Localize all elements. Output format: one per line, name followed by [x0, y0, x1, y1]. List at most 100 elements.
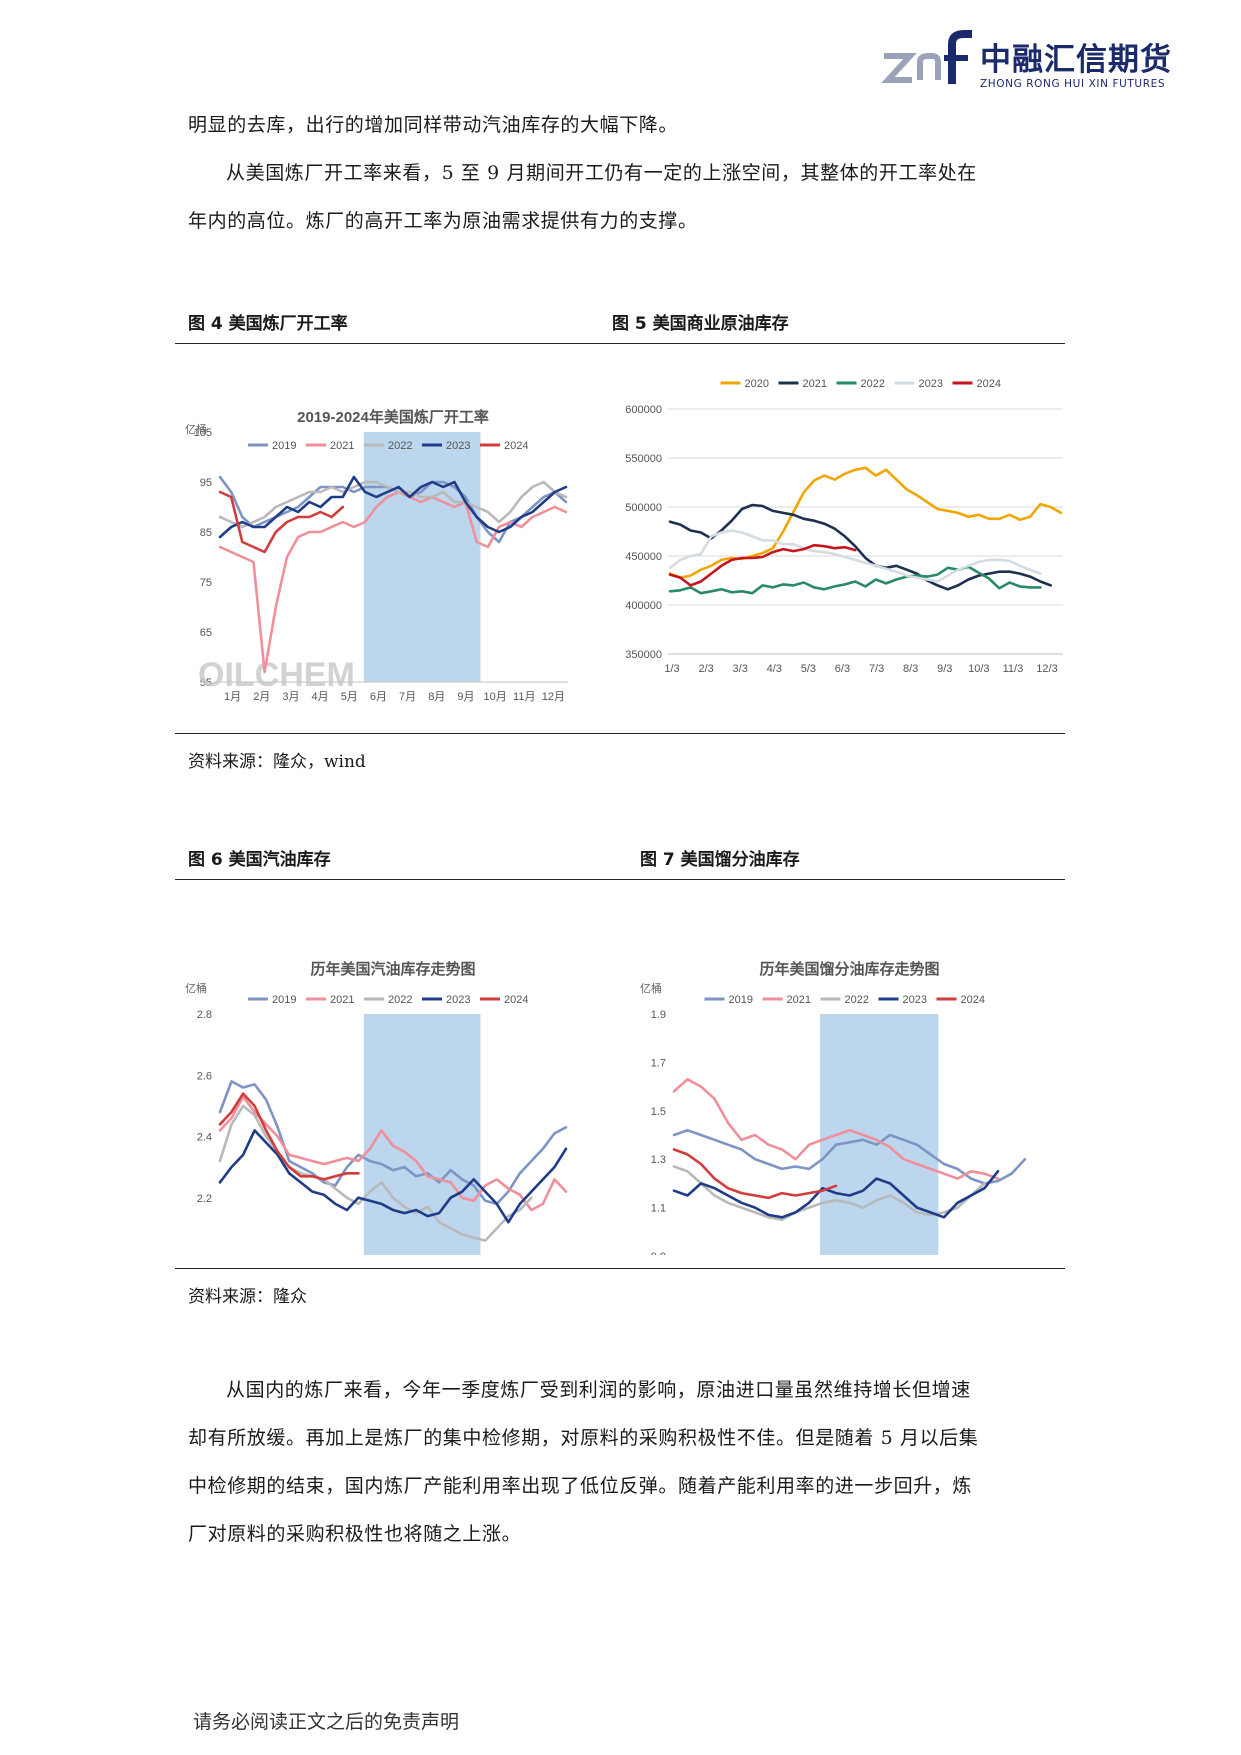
x-tick-label: 12月: [542, 691, 565, 703]
paragraph-1: 明显的去库，出行的增加同样带动汽油库存的大幅下降。: [188, 114, 679, 136]
x-tick-label: 4/3: [767, 663, 782, 675]
paragraph-2-line-1: 从美国炼厂开工率来看，5 至 9 月期间开工仍有一定的上涨空间，其整体的开工率处…: [226, 162, 977, 184]
series-line-2021: [672, 1078, 1000, 1180]
x-tick-label: 8月: [428, 691, 445, 703]
y-tick-label: 2.6: [197, 1070, 212, 1082]
y-tick-label: 105: [194, 427, 212, 439]
company-name-en: ZHONG RONG HUI XIN FUTURES: [980, 78, 1166, 90]
x-tick-label: 12/3: [1036, 663, 1057, 675]
series-line-2021: [218, 490, 568, 674]
legend-label: 2024: [961, 994, 985, 1006]
x-tick-label: 6月: [370, 691, 387, 703]
y-tick-label: 2.4: [197, 1132, 212, 1144]
x-tick-label: 11月: [513, 691, 535, 703]
y-tick-label: 1.5: [651, 1106, 666, 1118]
y-tick-label: 2.2: [197, 1193, 212, 1205]
y-tick-label: 350000: [625, 649, 662, 661]
y-axis-label: 亿桶: [640, 981, 662, 995]
legend-label: 2021: [330, 994, 354, 1006]
legend-label: 2022: [388, 994, 412, 1006]
y-tick-label: 65: [200, 627, 212, 639]
y-tick-label: 1.1: [651, 1203, 666, 1215]
legend-label: 2020: [745, 378, 769, 390]
x-tick-label: 4月: [312, 691, 329, 703]
divider-top-1: [175, 343, 1065, 344]
chart-title: 2019-2024年美国炼厂开工率: [297, 408, 489, 426]
watermark-text: OILCHEM: [198, 656, 355, 694]
x-tick-label: 10/3: [968, 663, 989, 675]
highlight-band: [363, 1014, 481, 1255]
series-line-2022: [218, 1104, 533, 1242]
x-tick-label: 5/3: [801, 663, 816, 675]
y-tick-label: 400000: [625, 600, 662, 612]
legend-label: 2024: [504, 994, 528, 1006]
y-tick-label: 1.9: [651, 1009, 666, 1021]
y-tick-label: 600000: [625, 404, 662, 416]
x-tick-label: 11/3: [1003, 663, 1024, 675]
x-tick-label: 2月: [253, 691, 270, 703]
y-axis-label: 亿桶: [185, 422, 207, 436]
x-tick-label: 8/3: [903, 663, 918, 675]
footer-disclaimer: 请务必阅读正文之后的免责声明: [193, 1711, 460, 1733]
series-line-2023: [218, 1129, 568, 1224]
legend-label: 2023: [446, 994, 470, 1006]
figure-6-chart: 历年美国汽油库存走势图亿桶22.22.42.62.81月2月3月4月5月6月7月…: [185, 960, 568, 1255]
figure-4-title: 图 4 美国炼厂开工率: [188, 314, 348, 334]
figure-7-chart: 历年美国馏分油库存走势图亿桶0.91.11.31.51.71.91月2月3月4月…: [640, 960, 1027, 1255]
y-tick-label: 450000: [625, 551, 662, 563]
series-line-2024: [218, 1092, 360, 1181]
company-logo: 中融汇信期货 ZHONG RONG HUI XIN FUTURES: [880, 28, 1180, 98]
legend-label: 2023: [446, 440, 470, 452]
legend-label: 2019: [272, 994, 296, 1006]
x-tick-label: 1/3: [664, 663, 679, 675]
series-line-2021: [668, 503, 1053, 591]
figure-5-chart: 350000 400000 450000 500000 550000 600000 1/3 2…: [625, 378, 1063, 675]
y-tick-label: 500000: [625, 502, 662, 514]
y-tick-label: 0.9: [651, 1251, 666, 1255]
x-tick-label: 6/3: [835, 663, 850, 675]
x-tick-label: 1月: [224, 691, 241, 703]
legend-label: 2023: [919, 378, 943, 390]
source-note-2: 资料来源：隆众: [188, 1287, 307, 1307]
series-line-2022: [668, 565, 1042, 595]
x-tick-label: 2/3: [698, 663, 713, 675]
y-axis-label: 亿桶: [185, 981, 207, 995]
x-tick-label: 3月: [282, 691, 299, 703]
legend-label: 2021: [787, 994, 811, 1006]
y-tick-label: 2: [206, 1254, 212, 1255]
paragraph-3-line-3: 中检修期的结束，国内炼厂产能利用率出现了低位反弹。随着产能利用率的进一步回升，炼: [188, 1475, 973, 1497]
x-tick-label: 5月: [341, 691, 358, 703]
series-line-2024: [218, 490, 345, 554]
series-line-2023: [218, 475, 568, 539]
paragraph-2-line-2: 年内的高位。炼厂的高开工率为原油需求提供有力的支撑。: [188, 210, 698, 232]
x-tick-label: 7/3: [869, 663, 884, 675]
source-note-1: 资料来源：隆众，wind: [188, 752, 366, 772]
x-tick-label: 3/3: [733, 663, 748, 675]
chart-title: 历年美国汽油库存走势图: [310, 960, 475, 978]
series-line-2023: [668, 529, 1042, 583]
y-tick-label: 2.8: [197, 1009, 212, 1021]
legend-label: 2021: [803, 378, 827, 390]
chart-title: 历年美国馏分油库存走势图: [759, 960, 939, 978]
y-tick-label: 1.7: [651, 1057, 666, 1069]
legend-label: 2019: [272, 440, 296, 452]
x-tick-label: 9月: [457, 691, 474, 703]
series-line-2019: [672, 1128, 1027, 1185]
figure-7-title: 图 7 美国馏分油库存: [640, 850, 800, 870]
legend-label: 2023: [903, 994, 927, 1006]
x-tick-label: 10月: [483, 691, 506, 703]
x-tick-label: 9/3: [937, 663, 952, 675]
znf-logo-mark: [881, 30, 972, 84]
series-line-2024: [672, 1148, 838, 1200]
paragraph-3-line-4: 厂对原料的采购积极性也将随之上涨。: [188, 1523, 522, 1545]
legend-label: 2022: [388, 440, 412, 452]
paragraph-3-line-1: 从国内的炼厂来看，今年一季度炼厂受到利润的影响，原油进口量虽然维持增长但增速: [226, 1379, 971, 1401]
legend-label: 2024: [977, 378, 1001, 390]
y-tick-label: 85: [200, 527, 212, 539]
divider-top-2: [175, 879, 1065, 880]
closing-text: 从国内的炼厂来看，今年一季度炼厂受到利润的影响，原油进口量虽然维持增长但增速 却…: [188, 1366, 1068, 1558]
series-line-2021: [218, 1095, 568, 1212]
legend-label: 2021: [330, 440, 354, 452]
divider-bottom-2: [175, 1268, 1065, 1269]
